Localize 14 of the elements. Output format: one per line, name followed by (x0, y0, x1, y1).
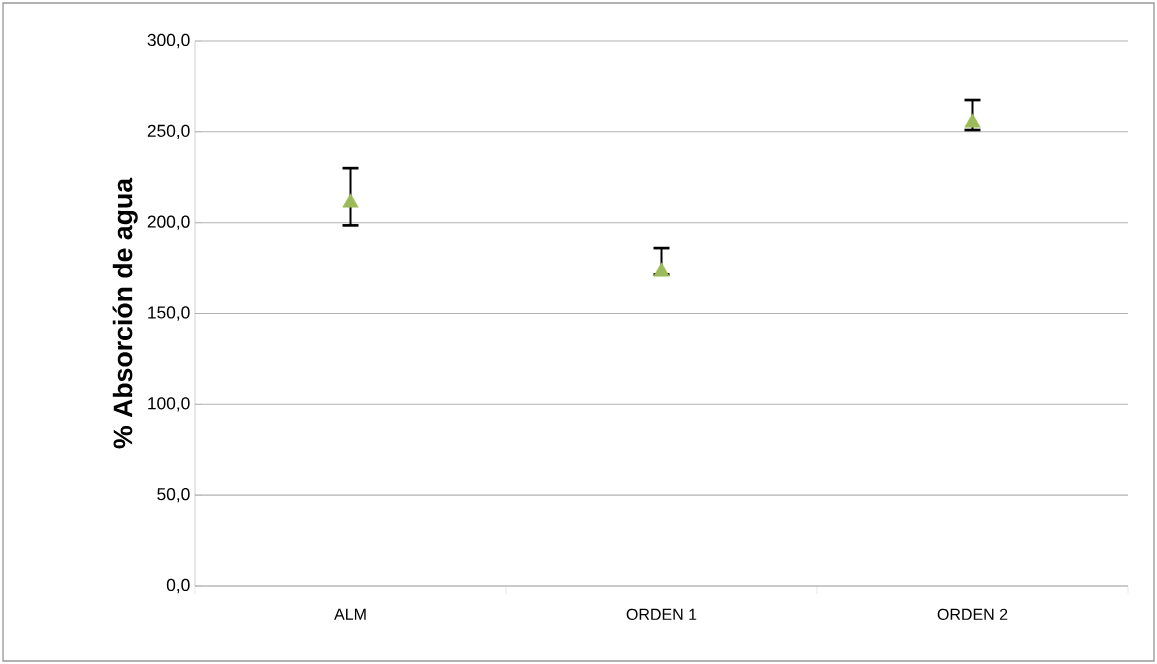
point (342, 193, 359, 208)
x-tick-label: ORDEN 2 (937, 608, 1008, 621)
y-tick-label: 0,0 (166, 578, 190, 594)
y-axis-title: % Absorción de agua (112, 177, 138, 449)
y-tick-label: 50,0 (157, 487, 190, 503)
y-tick-label: 250,0 (147, 124, 190, 139)
y-tick-label: 150,0 (148, 306, 190, 321)
y-tick-label: 300,0 (147, 33, 190, 49)
x-tick-label: ORDEN 1 (626, 608, 697, 621)
y-tick-label: 200,0 (147, 215, 190, 230)
x-tick-label: ALM (334, 608, 366, 620)
point (964, 113, 981, 128)
point (653, 262, 670, 277)
y-tick-label: 100,0 (148, 397, 190, 412)
